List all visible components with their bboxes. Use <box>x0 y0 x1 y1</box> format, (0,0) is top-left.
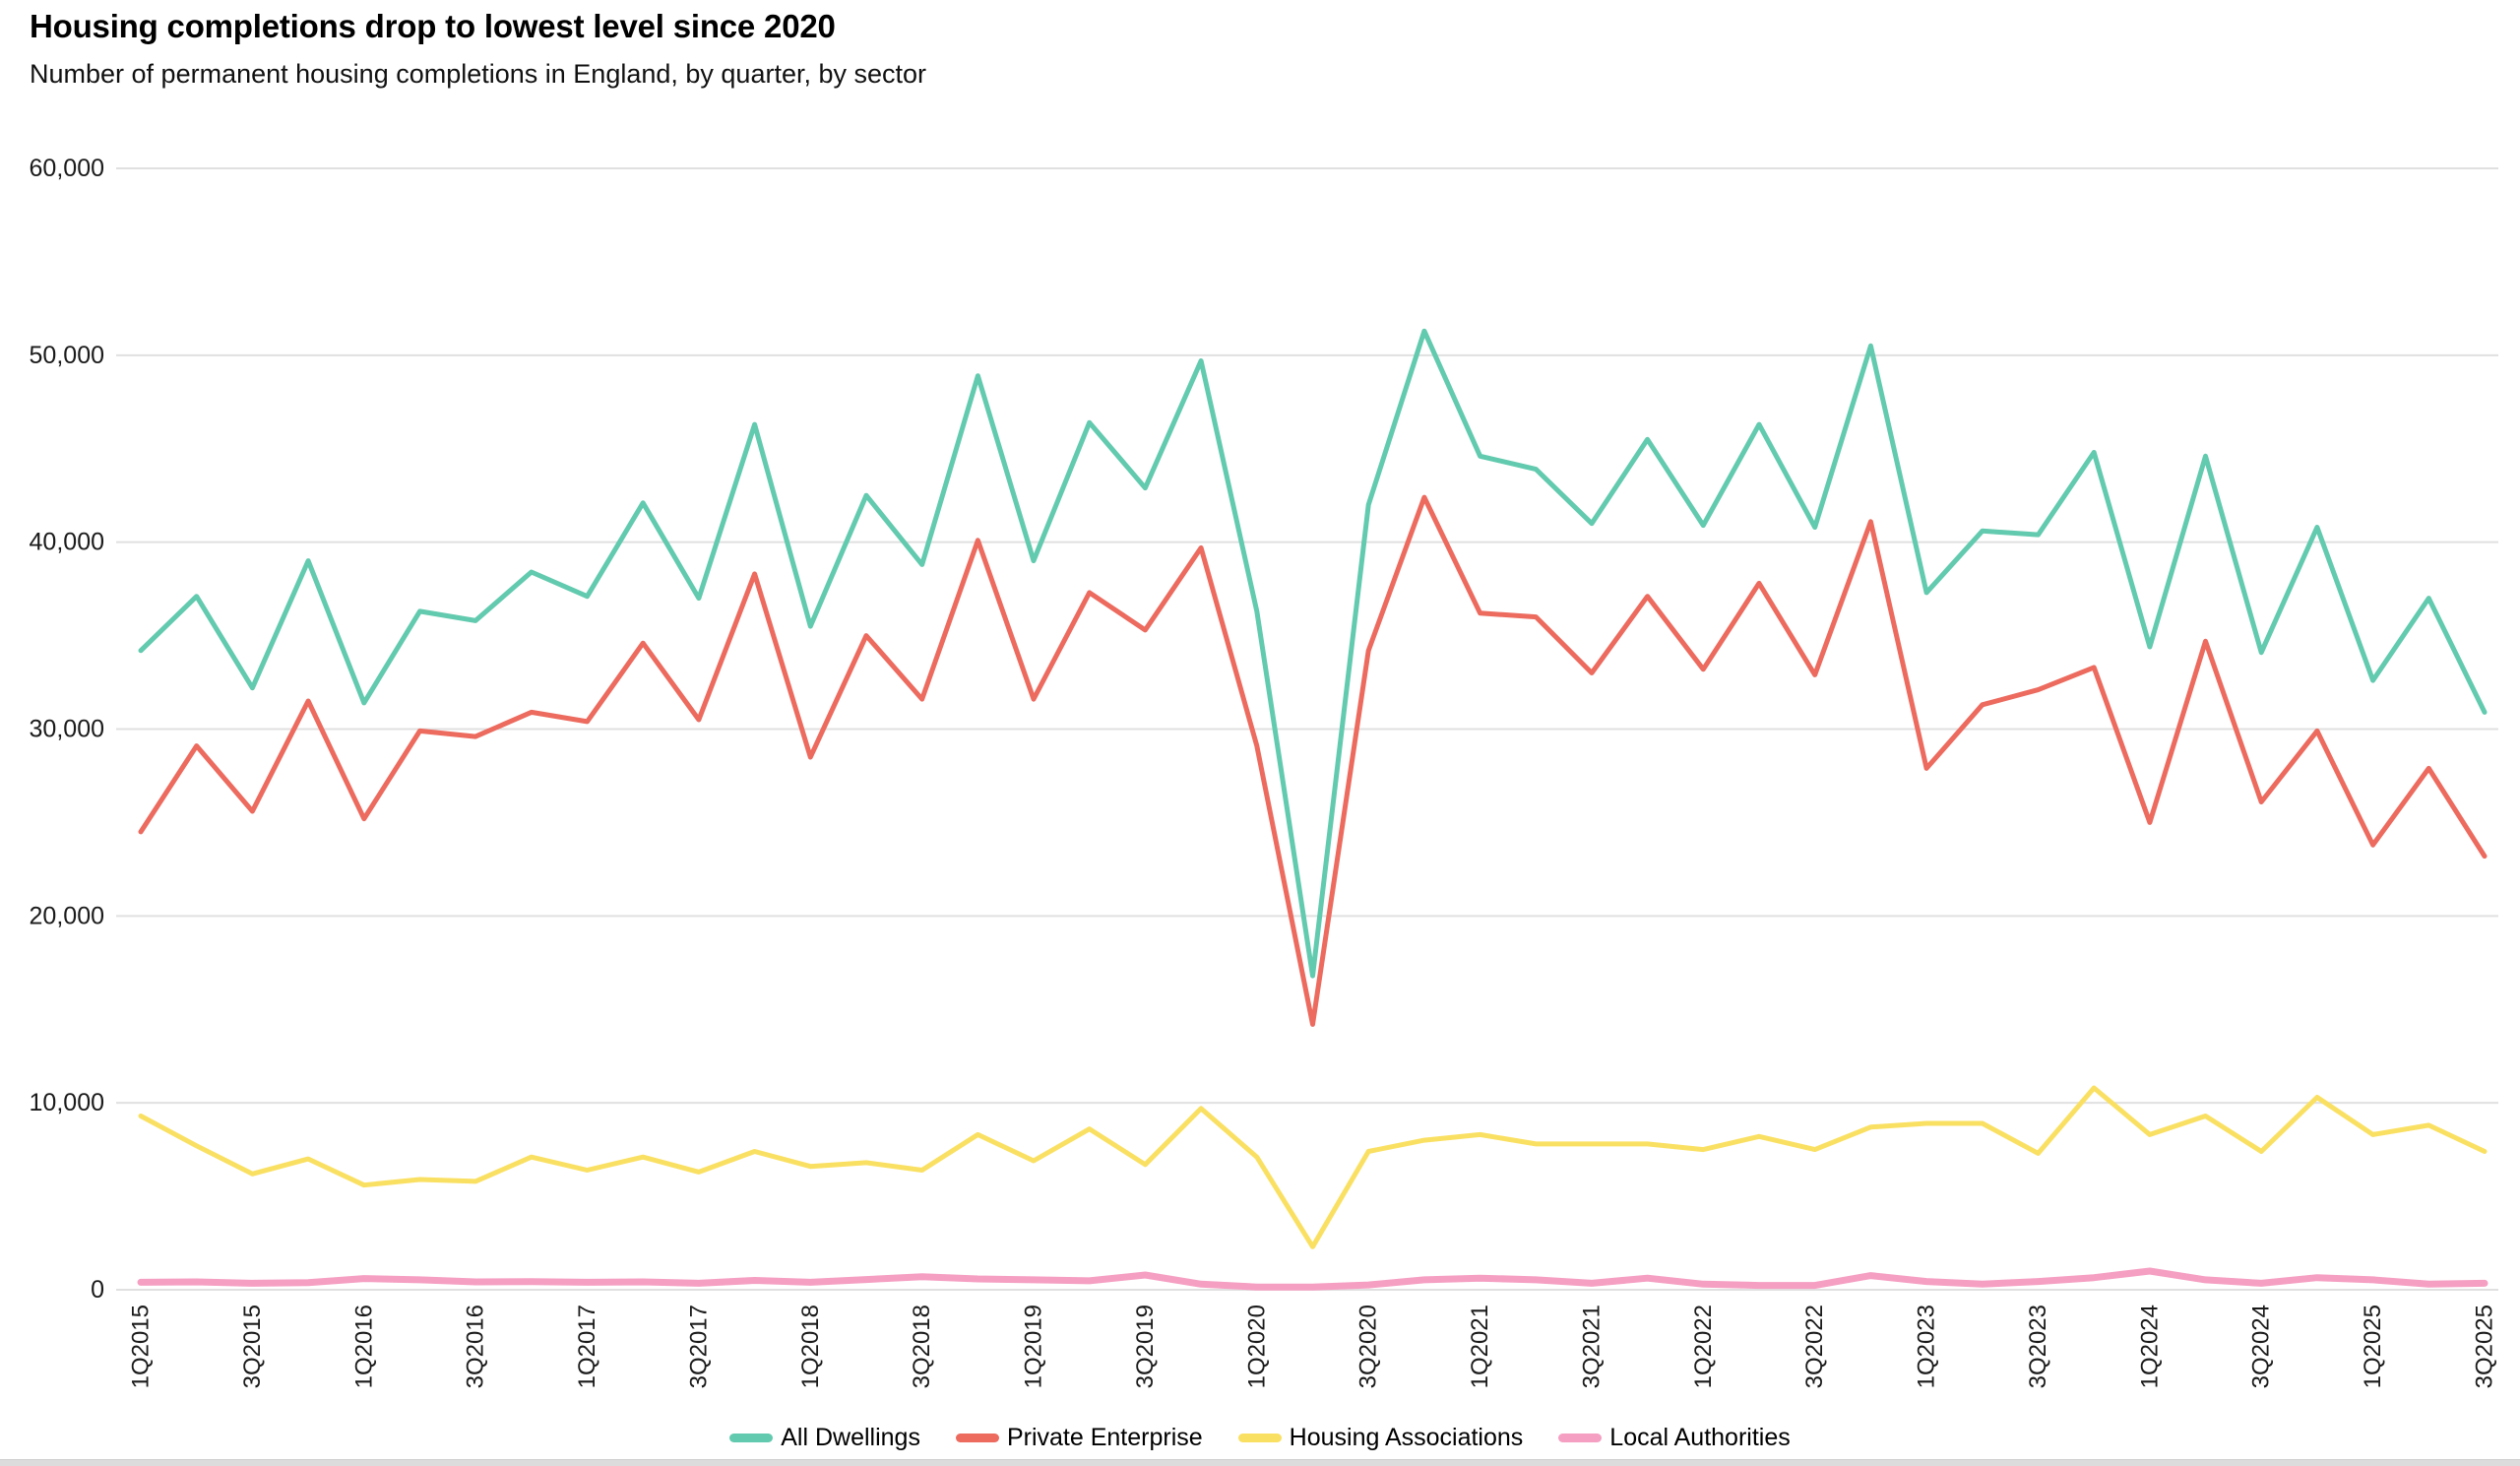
x-axis-tick-label: 1Q2018 <box>797 1305 824 1388</box>
x-axis-tick-label: 3Q2023 <box>2025 1305 2051 1388</box>
line-housing-associations[interactable] <box>138 1085 2488 1249</box>
y-axis-tick-label: 20,000 <box>30 902 104 929</box>
x-axis-tick-label: 3Q2017 <box>685 1305 712 1388</box>
gridlines <box>116 167 2498 1291</box>
legend-swatch-icon <box>1237 1433 1282 1442</box>
legend-label: Housing Associations <box>1289 1423 1524 1451</box>
y-axis-tick-label: 30,000 <box>30 716 104 743</box>
legend-item-housing-associations[interactable]: Housing Associations <box>1237 1423 1524 1452</box>
line-private-enterprise[interactable] <box>138 494 2488 1027</box>
legend-item-all-dwellings[interactable]: All Dwellings <box>729 1424 920 1452</box>
page-title: Housing completions drop to lowest level… <box>30 8 836 44</box>
x-axis-tick-label: 1Q2021 <box>1467 1305 1493 1388</box>
y-axis-tick-label: 10,000 <box>30 1089 104 1116</box>
legend-swatch-icon <box>729 1433 774 1442</box>
legend-label: All Dwellings <box>781 1423 920 1451</box>
x-axis-tick-label: 1Q2017 <box>574 1305 600 1388</box>
x-axis-tick-label: 1Q2024 <box>2136 1305 2163 1388</box>
chart-svg: 0 10,000 20,000 30,000 40,000 50,000 60,000 1Q2… <box>30 155 2498 1388</box>
x-axis-tick-label: 1Q2023 <box>1914 1305 1940 1388</box>
line-chart: 0 10,000 20,000 30,000 40,000 50,000 60,000 1Q2… <box>0 94 2520 1418</box>
chart-subtitle: Number of permanent housing completions … <box>30 59 927 89</box>
series-lines <box>137 328 2488 1291</box>
x-axis-tick-label: 1Q2019 <box>1021 1305 1047 1388</box>
y-axis-tick-label: 50,000 <box>30 342 104 369</box>
x-axis-tick-label: 1Q2015 <box>128 1305 155 1388</box>
legend-item-local-authorities[interactable]: Local Authorities <box>1558 1423 1791 1452</box>
y-axis-tick-label: 60,000 <box>30 155 104 182</box>
legend-label: Local Authorities <box>1609 1423 1791 1451</box>
legend-swatch-icon <box>955 1433 999 1442</box>
x-axis-tick-label: 1Q2016 <box>350 1305 377 1388</box>
x-axis-tick-label: 3Q2021 <box>1578 1305 1605 1388</box>
x-axis-tick-label: 3Q2016 <box>463 1305 489 1388</box>
x-axis-tick-label: 3Q2020 <box>1355 1305 1382 1388</box>
x-axis-tick-label: 3Q2018 <box>909 1305 935 1388</box>
x-axis-tick-label: 1Q2025 <box>2360 1305 2386 1388</box>
line-all-dwellings[interactable] <box>138 328 2488 979</box>
y-axis-tick-label: 0 <box>91 1276 104 1304</box>
chart-legend: All Dwellings Private Enterprise Housing A… <box>0 1416 2520 1459</box>
x-axis-tick-label: 3Q2022 <box>1801 1305 1828 1388</box>
legend-swatch-icon <box>1558 1433 1603 1442</box>
x-axis-tick-label: 1Q2022 <box>1690 1305 1717 1388</box>
x-axis-tick-label: 3Q2015 <box>239 1305 266 1388</box>
x-axis-tick-label: 3Q2019 <box>1132 1305 1159 1388</box>
x-axis-tick-label: 3Q2024 <box>2248 1305 2275 1388</box>
line-local-authorities[interactable] <box>137 1267 2488 1291</box>
y-axis-labels: 0 10,000 20,000 30,000 40,000 50,000 60,000 <box>30 155 104 1304</box>
legend-label: Private Enterprise <box>1006 1423 1203 1451</box>
y-axis-tick-label: 40,000 <box>30 529 104 556</box>
x-axis-tick-label: 3Q2025 <box>2472 1305 2498 1388</box>
x-axis-tick-label: 1Q2020 <box>1243 1305 1270 1388</box>
legend-item-private-enterprise[interactable]: Private Enterprise <box>955 1423 1203 1452</box>
x-axis-labels: 1Q2015 3Q2015 1Q2016 3Q2016 1Q2017 3Q2017 1Q20… <box>128 1305 2498 1388</box>
footer-strip <box>0 1459 2520 1466</box>
